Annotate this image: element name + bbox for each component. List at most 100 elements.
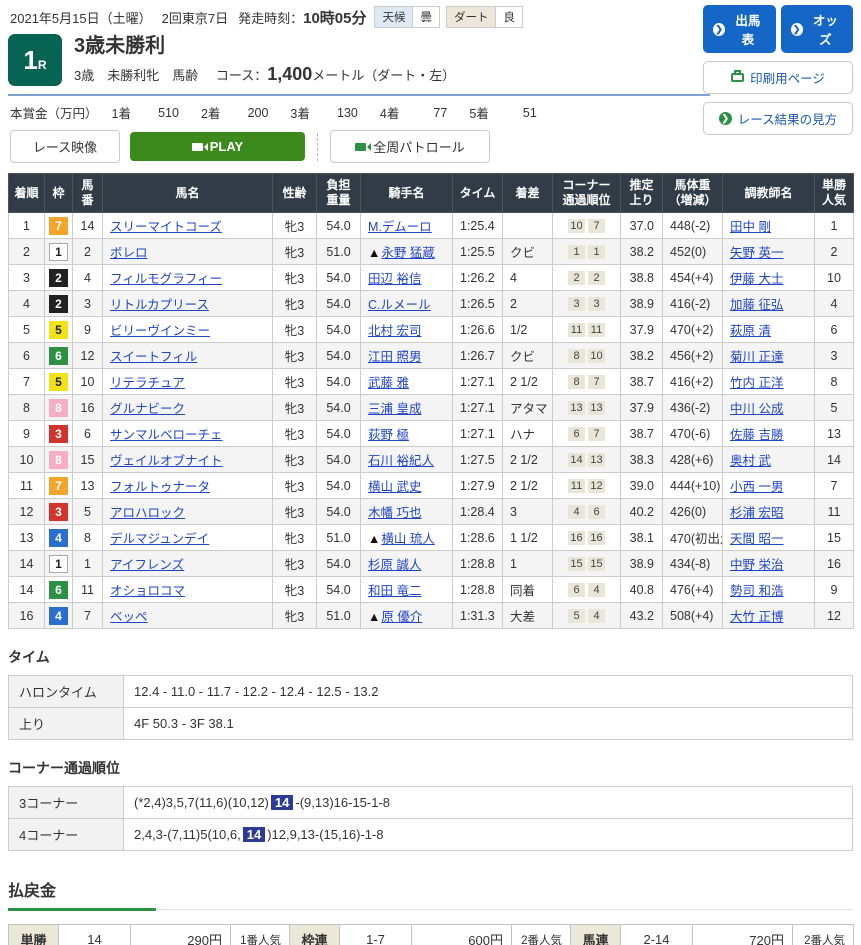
trainer-link[interactable]: 伊藤 大士 <box>730 272 784 286</box>
result-row: 14 1 1 アイフレンズ 牝3 54.0 杉原 誠人 1:28.8 1 15 15 38.9 434(… <box>8 550 854 577</box>
weather-value: 曇 <box>412 6 440 28</box>
play-button[interactable]: PLAY <box>130 132 305 161</box>
frame-cell: 7 <box>44 472 73 499</box>
frame-cell: 7 <box>44 212 73 239</box>
trainer-link[interactable]: 菊川 正達 <box>730 350 784 364</box>
corner3-position: 8 <box>568 375 585 389</box>
agari-label: 上り <box>8 707 124 740</box>
margin: 同着 <box>502 576 553 603</box>
trainer-cell: 大竹 正博 <box>722 602 815 629</box>
trainer-link[interactable]: 奥村 武 <box>730 454 771 468</box>
trainer-link[interactable]: 小西 一男 <box>730 480 784 494</box>
body-weight: 452(0) <box>662 238 723 265</box>
jockey-link[interactable]: 石川 裕紀人 <box>368 454 434 468</box>
horse-link[interactable]: リトルカプリース <box>110 298 210 312</box>
frame-cell: 2 <box>44 290 73 317</box>
jockey-link[interactable]: 荻野 極 <box>368 428 409 442</box>
horse-number: 13 <box>72 472 103 499</box>
corner-order-table: 3コーナー (*2,4)3,5,7(11,6)(10,12) 14 -(9,13)1… <box>8 786 853 851</box>
horse-link[interactable]: アイフレンズ <box>110 558 185 572</box>
frame-cell: 1 <box>44 550 73 577</box>
odds-button[interactable]: ❯ オッズ <box>780 5 853 53</box>
track-value: 良 <box>495 6 523 28</box>
trainer-link[interactable]: 大竹 正博 <box>730 610 784 624</box>
horse-link[interactable]: ビリーヴインミー <box>110 324 211 338</box>
jockey-link[interactable]: 和田 竜二 <box>368 584 422 598</box>
trainer-link[interactable]: 田中 剛 <box>730 220 771 234</box>
horse-link[interactable]: サンマルベローチェ <box>110 428 223 442</box>
race-video-button[interactable]: レース映像 <box>10 130 120 163</box>
trainer-link[interactable]: 中川 公成 <box>730 402 784 416</box>
trainer-link[interactable]: 中野 栄治 <box>730 558 784 572</box>
carried-weight: 54.0 <box>316 498 361 525</box>
trainer-cell: 田中 剛 <box>722 212 815 239</box>
horse-link[interactable]: オショロコマ <box>110 584 186 598</box>
trainer-link[interactable]: 佐藤 吉勝 <box>730 428 784 442</box>
sex-age: 牝3 <box>272 524 317 551</box>
print-page-button[interactable]: 印刷用ページ <box>703 61 853 94</box>
result-guide-button[interactable]: ❯ レース結果の見方 <box>703 102 853 135</box>
payout-body: 単勝14290円1番人気枠連1-7600円2番人気馬連2-14720円2番人気複… <box>8 924 854 945</box>
trainer-link[interactable]: 竹内 正洋 <box>730 376 784 390</box>
win-popularity: 8 <box>814 368 854 395</box>
bet-type-label: 枠連 <box>289 924 340 945</box>
jockey-link[interactable]: 武藤 雅 <box>368 376 409 390</box>
jockey-link[interactable]: 永野 猛蔵 <box>381 246 435 260</box>
jockey-link[interactable]: 杉原 誠人 <box>368 558 422 572</box>
horse-name-cell: ビリーヴインミー <box>102 316 273 343</box>
horse-link[interactable]: スイートフィル <box>110 350 198 364</box>
jockey-link[interactable]: 原 優介 <box>381 610 423 624</box>
jockey-cell: 木幡 巧也 <box>360 498 453 525</box>
finish-time: 1:27.1 <box>452 420 503 447</box>
corner-order-cell: 16 16 <box>552 524 621 551</box>
body-weight: 508(+4) <box>662 602 723 629</box>
horse-link[interactable]: フィルモグラフィー <box>110 272 223 286</box>
trainer-link[interactable]: 勢司 和浩 <box>730 584 784 598</box>
body-weight: 448(-2) <box>662 212 723 239</box>
frame-badge: 4 <box>49 528 68 547</box>
trainer-link[interactable]: 萩原 清 <box>730 324 771 338</box>
horse-link[interactable]: デルマジュンデイ <box>110 532 210 546</box>
jockey-link[interactable]: 江田 照男 <box>368 350 422 364</box>
estimated-agari: 38.3 <box>620 446 663 473</box>
margin: 3 <box>502 498 553 525</box>
jockey-link[interactable]: 北村 宏司 <box>368 324 422 338</box>
horse-link[interactable]: アロハロック <box>110 506 186 520</box>
shutsuba-button[interactable]: ❯ 出馬表 <box>703 5 776 53</box>
corner3-position: 3 <box>568 297 585 311</box>
results-header-row: 着順枠馬 番馬名 性齢 負担 重量 騎手名 タイム 着差 コーナー 通過順位 推定 上り 馬体重… <box>8 173 854 213</box>
corner4-position: 2 <box>588 271 605 285</box>
horse-link[interactable]: フォルトゥナータ <box>110 480 211 494</box>
payout-title: 払戻金 <box>8 883 57 900</box>
sex-age: 牝3 <box>272 550 317 577</box>
jockey-link[interactable]: M.デムーロ <box>368 220 432 234</box>
carried-weight: 54.0 <box>316 212 361 239</box>
horse-link[interactable]: ボレロ <box>110 246 148 260</box>
payout-heading: 払戻金 <box>8 877 853 911</box>
trainer-link[interactable]: 天間 昭一 <box>730 532 784 546</box>
patrol-video-button[interactable]: 全周パトロール <box>330 130 490 163</box>
jockey-link[interactable]: C.ルメール <box>368 298 431 312</box>
jockey-link[interactable]: 横山 琉人 <box>381 532 435 546</box>
bet-type-label: 馬連 <box>570 924 621 945</box>
trainer-link[interactable]: 加藤 征弘 <box>730 298 784 312</box>
trainer-link[interactable]: 杉浦 宏昭 <box>730 506 784 520</box>
horse-link[interactable]: ベッペ <box>110 610 148 624</box>
print-page-label: 印刷用ページ <box>750 72 825 86</box>
jockey-link[interactable]: 田辺 裕信 <box>368 272 422 286</box>
jockey-link[interactable]: 木幡 巧也 <box>368 506 422 520</box>
course-detail: メートル（ダート・左） <box>312 68 456 83</box>
jockey-link[interactable]: 横山 武史 <box>368 480 422 494</box>
corner3-position: 5 <box>568 609 585 623</box>
horse-link[interactable]: ヴェイルオブナイト <box>110 454 223 468</box>
column-header: 騎手名 <box>360 173 453 213</box>
horse-link[interactable]: グルナビーク <box>110 402 186 416</box>
jockey-link[interactable]: 三浦 皇成 <box>368 402 422 416</box>
trainer-link[interactable]: 矢野 英一 <box>730 246 784 260</box>
horse-link[interactable]: スリーマイトコーズ <box>110 220 222 234</box>
trainer-cell: 伊藤 大士 <box>722 264 815 291</box>
frame-cell: 1 <box>44 238 73 265</box>
horse-link[interactable]: リテラチュア <box>110 376 185 390</box>
